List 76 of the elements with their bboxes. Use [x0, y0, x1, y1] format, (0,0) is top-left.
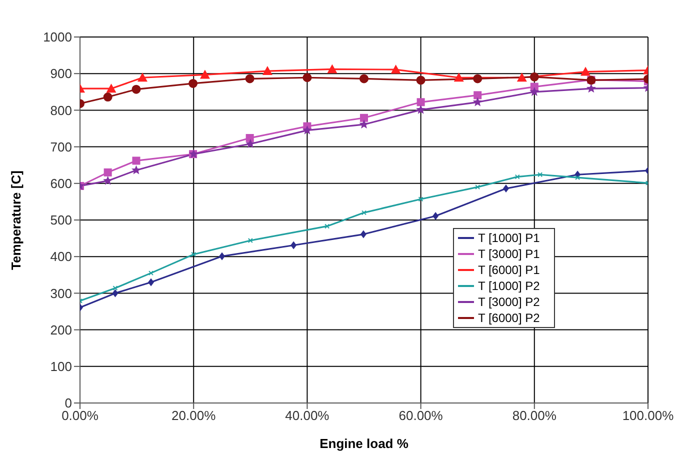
point	[473, 74, 482, 84]
x-tick-label: 20.00%	[172, 408, 216, 424]
point	[530, 86, 540, 96]
y-tick-label: 1000	[43, 30, 72, 45]
point	[538, 172, 543, 178]
point	[131, 165, 141, 174]
point	[246, 134, 254, 142]
y-tick-label: 600	[50, 176, 72, 192]
point	[104, 168, 112, 176]
point	[103, 92, 112, 102]
x-tick-label: 0.00%	[62, 408, 99, 424]
legend-label: T [3000] P2	[478, 295, 540, 310]
y-tick-label: 300	[50, 286, 72, 301]
legend-label: T [3000] P1	[478, 247, 540, 262]
legend-label: T [1000] P2	[478, 279, 540, 294]
point	[262, 66, 272, 76]
point	[302, 125, 312, 134]
point	[514, 174, 520, 180]
point	[362, 210, 366, 216]
y-tick-label: 800	[50, 102, 72, 118]
point	[302, 73, 312, 82]
x-tick-label: 100.00%	[622, 408, 674, 424]
legend-label: T [6000] P2	[478, 311, 540, 326]
x-tick-label: 40.00%	[285, 408, 330, 424]
point	[416, 104, 426, 114]
y-tick-label: 400	[50, 249, 72, 264]
legend-label: T [6000] P1	[478, 263, 540, 278]
point	[132, 84, 141, 94]
point	[472, 97, 482, 106]
point	[200, 70, 210, 79]
point	[290, 241, 297, 250]
point	[530, 72, 539, 82]
x-tick-label: 80.00%	[512, 408, 557, 424]
point	[137, 72, 148, 82]
point	[475, 184, 480, 190]
point	[327, 64, 338, 74]
point	[219, 252, 225, 260]
y-tick-label: 200	[50, 322, 72, 338]
point	[432, 212, 439, 220]
point	[580, 66, 591, 76]
point	[360, 114, 368, 122]
point	[359, 119, 369, 129]
y-tick-label: 900	[50, 66, 72, 82]
point	[516, 72, 527, 82]
point	[106, 84, 116, 93]
y-axis-title: Temperature [C]	[8, 170, 24, 270]
point	[503, 184, 509, 193]
point	[188, 78, 198, 88]
x-tick-label: 60.00%	[398, 408, 444, 424]
y-tick-label: 700	[50, 139, 72, 154]
point	[454, 72, 464, 82]
point	[248, 238, 253, 243]
point	[112, 286, 118, 291]
point	[586, 84, 596, 93]
y-tick-label: 100	[50, 359, 72, 374]
y-tick-label: 500	[50, 212, 72, 228]
y-tick-label: 0	[64, 396, 72, 411]
point	[112, 289, 118, 298]
legend-label: T [1000] P1	[478, 231, 540, 246]
point	[148, 270, 154, 276]
x-axis-title: Engine load %	[320, 436, 409, 451]
point	[132, 156, 140, 165]
point	[103, 176, 113, 185]
point	[575, 175, 580, 180]
point	[245, 74, 254, 84]
point	[416, 76, 426, 85]
point	[418, 196, 424, 202]
point	[416, 98, 425, 106]
point	[324, 224, 330, 229]
point	[390, 64, 401, 74]
point	[360, 74, 368, 84]
point	[474, 91, 482, 100]
point	[360, 230, 366, 238]
point	[148, 278, 154, 286]
point	[191, 252, 196, 257]
point	[246, 138, 256, 148]
